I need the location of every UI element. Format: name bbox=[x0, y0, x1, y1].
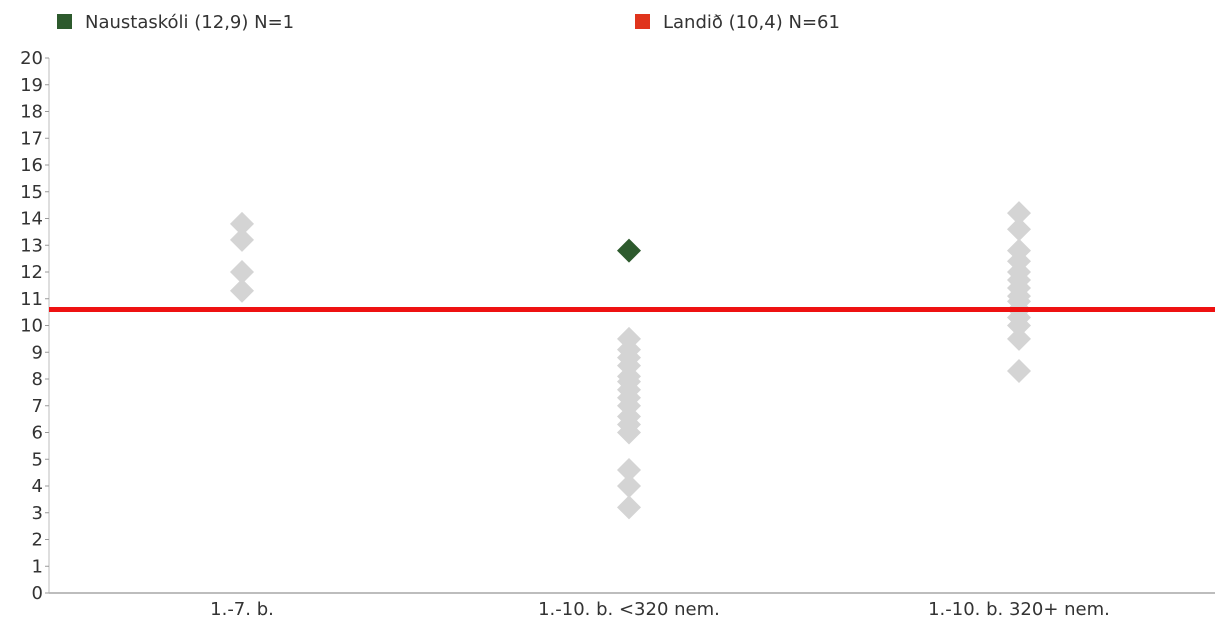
y-tick-label: 17 bbox=[20, 128, 43, 149]
y-tick-label: 12 bbox=[20, 262, 43, 283]
x-category-label: 1.-10. b. 320+ nem. bbox=[928, 599, 1110, 620]
y-tick-label: 2 bbox=[32, 530, 43, 551]
school-point bbox=[617, 420, 641, 445]
school-point bbox=[230, 278, 254, 303]
legend: Naustaskóli (12,9) N=1 Landið (10,4) N=61 bbox=[57, 12, 840, 33]
y-tick-label: 5 bbox=[32, 449, 43, 470]
x-category-label: 1.-7. b. bbox=[210, 599, 274, 620]
y-tick-label: 18 bbox=[20, 102, 43, 123]
y-tick-label: 13 bbox=[20, 235, 43, 256]
x-axis: 1.-7. b. 1.-10. b. <320 nem. 1.-10. b. 320… bbox=[49, 592, 1215, 620]
school-point bbox=[1007, 217, 1031, 242]
legend-swatch-2 bbox=[635, 14, 650, 29]
y-tick-label: 10 bbox=[20, 316, 43, 337]
y-tick-label: 11 bbox=[20, 289, 43, 310]
school-point bbox=[617, 474, 641, 498]
y-tick-label: 4 bbox=[32, 476, 43, 497]
legend-label-2: Landið (10,4) N=61 bbox=[663, 12, 840, 33]
y-tick-label: 8 bbox=[32, 369, 43, 390]
school-point bbox=[1007, 326, 1031, 351]
school-point bbox=[1007, 313, 1031, 338]
legend-label-1: Naustaskóli (12,9) N=1 bbox=[85, 12, 294, 33]
school-point bbox=[230, 227, 254, 252]
y-tick-label: 6 bbox=[32, 423, 43, 444]
legend-swatch-1 bbox=[57, 14, 72, 29]
y-tick-label: 7 bbox=[32, 396, 43, 417]
y-tick-label: 3 bbox=[32, 503, 43, 524]
school-point bbox=[1007, 201, 1031, 226]
highlight-school-point bbox=[617, 238, 641, 263]
school-point bbox=[230, 260, 254, 284]
y-tick-label: 19 bbox=[20, 75, 43, 96]
y-tick-label: 1 bbox=[32, 556, 43, 577]
school-point bbox=[617, 495, 641, 520]
y-tick-label: 0 bbox=[32, 583, 43, 604]
y-tick-label: 16 bbox=[20, 155, 43, 176]
x-category-label: 1.-10. b. <320 nem. bbox=[538, 599, 720, 620]
y-tick-label: 20 bbox=[20, 48, 43, 69]
data-points bbox=[230, 201, 1031, 520]
school-point bbox=[1007, 358, 1031, 383]
school-point bbox=[230, 211, 254, 236]
y-tick-label: 9 bbox=[32, 342, 43, 363]
school-point bbox=[617, 457, 641, 482]
y-tick-label: 14 bbox=[20, 209, 43, 230]
y-tick-label: 15 bbox=[20, 182, 43, 203]
